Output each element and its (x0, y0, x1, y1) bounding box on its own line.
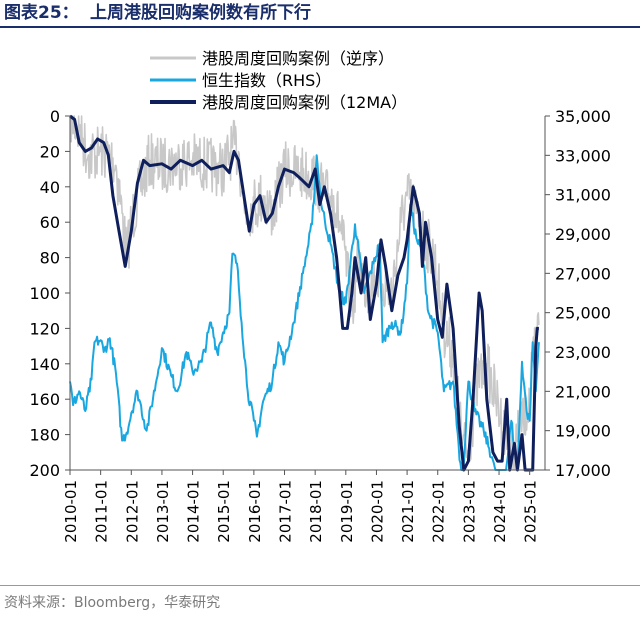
right-tick-label: 17,000 (555, 461, 611, 480)
right-tick-label: 23,000 (555, 343, 611, 362)
left-tick-label: 40 (40, 178, 60, 197)
figure-label: 图表25： (4, 3, 79, 23)
right-tick-label: 33,000 (555, 146, 611, 165)
axes: 0 20 40 60 80 100 120 140 160 180 200 35,000 33,000 3… (29, 107, 611, 543)
x-tick-label: 2019-01 (338, 480, 356, 543)
legend-label-2: 恒生指数（RHS） (202, 71, 331, 90)
series-line-3 (69, 114, 539, 472)
figure-title-bar: 图表25： 上周港股回购案例数有所下行 (0, 0, 640, 28)
buyback-chart: 0 20 40 60 80 100 120 140 160 180 200 35,000 33,000 3… (29, 49, 611, 543)
left-tick-label: 0 (50, 107, 60, 126)
x-tick-label: 2021-01 (399, 480, 417, 543)
left-tick-label: 20 (40, 142, 60, 161)
source-note: 资料来源：Bloomberg，华泰研究 (4, 595, 221, 611)
right-tick-label: 25,000 (555, 304, 611, 323)
left-tick-label: 100 (29, 284, 60, 303)
legend: 港股周度回购案例（逆序） 恒生指数（RHS） 港股周度回购案例（12MA） (150, 49, 407, 112)
right-tick-label: 35,000 (555, 107, 611, 126)
x-tick-label: 2014-01 (185, 480, 203, 543)
x-tick-label: 2022-01 (430, 480, 448, 543)
left-tick-label: 80 (40, 249, 60, 268)
right-tick-label: 29,000 (555, 225, 611, 244)
left-tick-label: 60 (40, 213, 60, 232)
left-tick-label: 140 (29, 355, 60, 374)
x-tick-label: 2018-01 (307, 480, 325, 543)
x-tick-label: 2015-01 (215, 480, 233, 543)
x-tick-label: 2017-01 (277, 480, 295, 543)
footer-divider (0, 585, 640, 586)
right-tick-label: 27,000 (555, 264, 611, 283)
x-tick-label: 2016-01 (246, 480, 264, 543)
series-line-1 (69, 115, 540, 471)
series-line-2 (69, 154, 540, 471)
right-tick-label: 21,000 (555, 382, 611, 401)
left-tick-label: 120 (29, 319, 60, 338)
figure-title: 上周港股回购案例数有所下行 (90, 3, 311, 23)
legend-label-1: 港股周度回购案例（逆序） (202, 49, 394, 68)
legend-label-3: 港股周度回购案例（12MA） (202, 93, 407, 112)
left-tick-label: 200 (29, 461, 60, 480)
x-tick-label: 2023-01 (460, 480, 478, 543)
right-tick-label: 31,000 (555, 186, 611, 205)
x-tick-label: 2011-01 (93, 480, 111, 543)
right-tick-label: 19,000 (555, 422, 611, 441)
left-tick-label: 180 (29, 426, 60, 445)
x-tick-label: 2010-01 (62, 480, 80, 543)
x-tick-label: 2020-01 (368, 480, 386, 543)
x-tick-label: 2024-01 (491, 480, 509, 543)
left-tick-label: 160 (29, 390, 60, 409)
plot-area (69, 114, 540, 472)
x-tick-label: 2012-01 (123, 480, 141, 543)
x-tick-label: 2025-01 (522, 480, 540, 543)
x-tick-label: 2013-01 (154, 480, 172, 543)
